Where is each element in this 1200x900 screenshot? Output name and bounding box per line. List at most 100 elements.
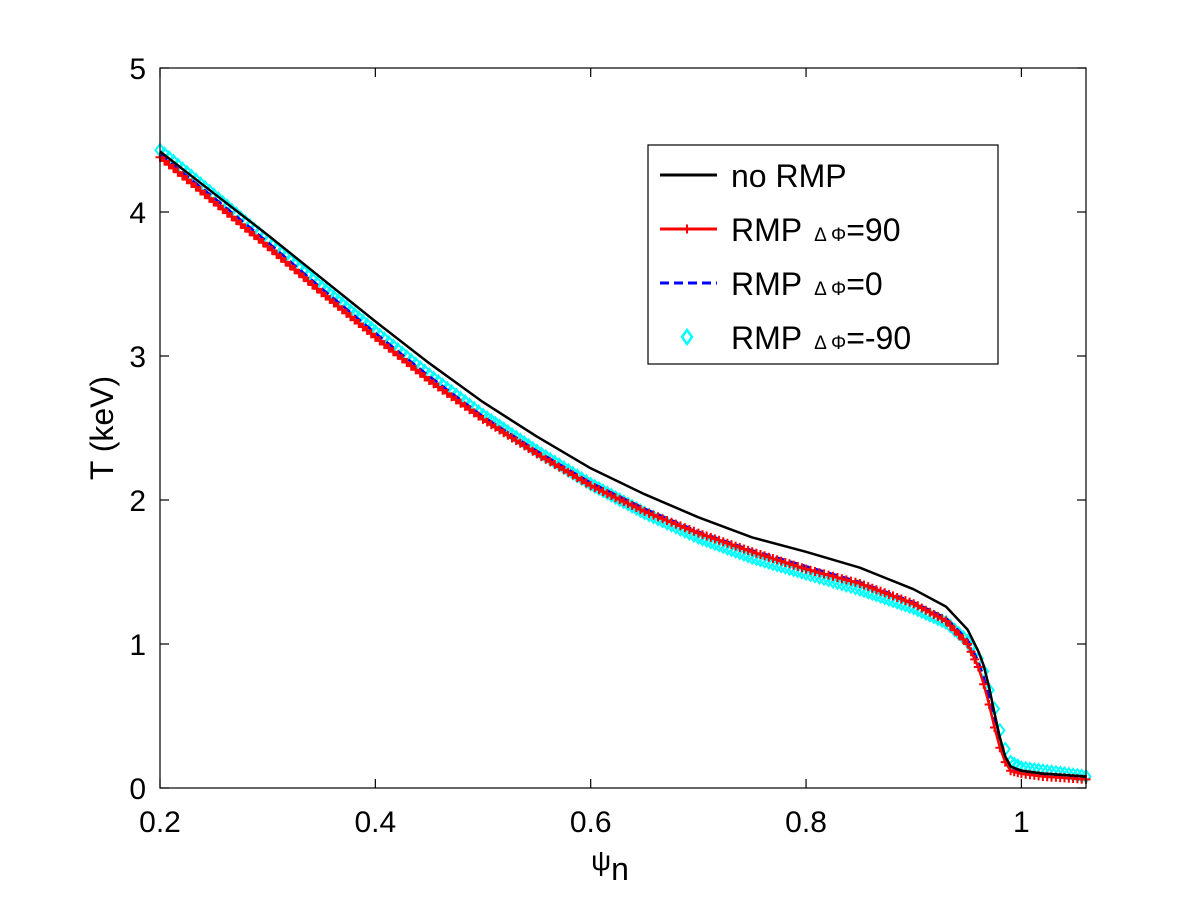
legend-entry-rmp-90: RMP Δ Φ=90 <box>660 212 900 248</box>
series-1-point <box>846 576 856 586</box>
series-1-point <box>837 574 847 584</box>
series-1-point <box>966 647 976 657</box>
series-1-point <box>801 564 811 574</box>
y-tick-label: 2 <box>129 485 146 518</box>
series-1-point <box>884 589 894 599</box>
x-axis-label-psi: ψ <box>591 845 611 876</box>
series-1-point <box>863 582 873 592</box>
y-tick-label: 0 <box>129 773 146 806</box>
series-1-point <box>702 531 712 541</box>
series-1-point <box>785 559 794 569</box>
legend-box <box>647 144 999 365</box>
series-1-point <box>644 508 654 518</box>
legend-entry-rmp-0: RMP Δ Φ=0 <box>660 266 883 302</box>
legend-label-rmp-0: RMP Δ Φ=0 <box>731 266 883 302</box>
series-layer <box>154 142 1092 785</box>
y-tick-label: 4 <box>129 197 146 230</box>
legend-label-rmp-90: RMP Δ Φ=90 <box>731 212 900 248</box>
series-1-point <box>958 634 968 644</box>
series-1-point <box>789 560 799 570</box>
legend-marker-rmp-neg90 <box>680 327 694 347</box>
series-1-point <box>973 662 983 672</box>
series-1-point <box>979 679 989 689</box>
series-1-point <box>793 562 803 571</box>
series-1-point <box>684 525 694 534</box>
series-1-point <box>658 514 667 524</box>
series-1-point <box>905 597 915 607</box>
x-tick-label: 0.6 <box>570 806 612 839</box>
series-0 <box>159 150 1087 778</box>
ticks-layer: 0.2 0.4 0.6 0.8 1 0 1 2 3 4 5 <box>129 53 1086 839</box>
series-1-point <box>718 537 728 547</box>
x-tick-label: 0.4 <box>354 806 396 839</box>
series-1-point <box>756 550 765 559</box>
series-1-point <box>806 565 815 575</box>
series-1-point <box>941 616 951 626</box>
series-1-point <box>653 512 663 522</box>
series-1-point <box>640 507 649 516</box>
series-1-point <box>945 621 955 631</box>
series-1-point <box>871 585 881 595</box>
series-1-point <box>876 586 886 596</box>
series-1-point <box>776 556 786 566</box>
series-1-point <box>780 558 790 567</box>
series-1-point <box>880 588 890 598</box>
legend-symbol-rmp-neg90: Δ Φ <box>814 333 846 354</box>
series-1-point <box>859 580 869 590</box>
series-1-point <box>797 563 807 573</box>
series-1-point <box>867 583 877 593</box>
legend-symbol-rmp-0: Δ Φ <box>814 279 846 300</box>
series-1-point <box>731 541 741 551</box>
series-1-point <box>671 519 681 529</box>
series-1-point <box>751 548 761 558</box>
series-1-point <box>619 497 629 507</box>
series-1-point <box>649 510 658 520</box>
legend-marker-rmp-90 <box>682 224 692 234</box>
series-1-point <box>850 577 860 587</box>
series-1-point <box>950 625 960 635</box>
series-1-point <box>706 532 716 542</box>
series-1-point <box>892 593 902 602</box>
series-1-point <box>722 538 732 548</box>
legend-label-no-rmp: no RMP <box>731 158 847 194</box>
series-1-point <box>824 570 833 580</box>
series-1-point <box>810 567 820 576</box>
series-1-point <box>970 654 980 664</box>
series-1-point <box>855 579 865 588</box>
series-1-point <box>815 568 824 578</box>
series-1-point <box>963 639 973 649</box>
x-axis-label-subscript: n <box>611 851 629 887</box>
series-1-point <box>667 517 676 527</box>
y-tick-label: 1 <box>129 629 146 662</box>
series-1-point <box>954 630 964 640</box>
y-tick-label: 3 <box>129 341 146 374</box>
legend-value-rmp-0: =0 <box>846 266 882 302</box>
x-tick-label: 1 <box>1013 806 1030 839</box>
series-1-point <box>689 526 699 536</box>
series-1-point <box>896 594 906 604</box>
series-1-point <box>888 591 898 601</box>
series-1-point <box>662 516 672 525</box>
series-1-point <box>727 540 736 550</box>
series-1-point <box>760 551 770 561</box>
legend-symbol-rmp-90: Δ Φ <box>814 225 846 246</box>
x-axis-label: ψn <box>591 845 629 887</box>
series-1-point <box>698 530 707 540</box>
legend-value-rmp-neg90: =-90 <box>846 320 911 356</box>
y-tick-label: 5 <box>129 53 146 86</box>
series-1-point <box>680 523 690 533</box>
series-1-point <box>764 552 774 562</box>
legend-entry-rmp-neg90: RMP Δ Φ=-90 <box>680 320 911 356</box>
series-1-point <box>819 569 829 579</box>
axes-frame <box>159 67 1087 789</box>
legend-value-rmp-90: =90 <box>846 212 900 248</box>
y-axis-label: T (keV) <box>84 376 120 480</box>
series-1-point <box>833 573 842 582</box>
legend: no RMP RMP Δ Φ=90 RMP Δ Φ=0 RMP Δ Φ=-90 <box>647 144 999 365</box>
series-1-point <box>900 596 910 606</box>
series-1-point <box>735 543 745 552</box>
series-1-point <box>747 547 757 557</box>
series-0-line <box>159 150 1087 778</box>
legend-prefix-rmp-neg90: RMP <box>731 320 802 356</box>
